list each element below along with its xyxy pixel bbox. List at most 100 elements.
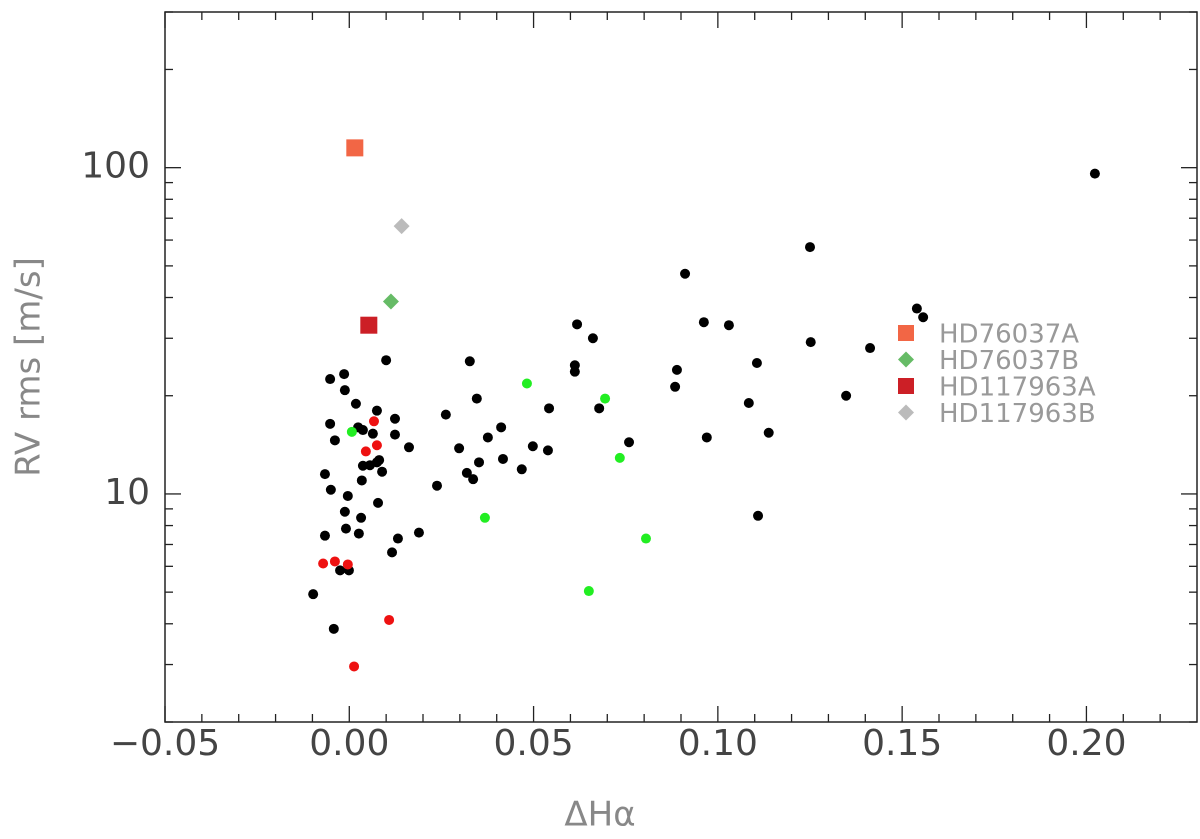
x-tick-label: −0.05 xyxy=(110,723,220,764)
point xyxy=(339,369,350,380)
point xyxy=(403,442,414,453)
point xyxy=(342,490,353,501)
legend-label: HD117963B xyxy=(939,399,1096,429)
point xyxy=(325,484,336,495)
point xyxy=(335,565,346,576)
point xyxy=(600,393,611,404)
point xyxy=(318,558,329,569)
point xyxy=(497,453,508,464)
point xyxy=(471,393,482,404)
point xyxy=(479,512,490,523)
legend-marker xyxy=(898,404,914,421)
point xyxy=(544,403,555,414)
point xyxy=(319,530,330,541)
point xyxy=(918,312,929,323)
legend-marker xyxy=(898,325,914,341)
y-tick-label: 100 xyxy=(81,146,150,187)
point xyxy=(381,355,392,366)
point xyxy=(325,418,336,429)
point xyxy=(349,661,360,672)
point xyxy=(389,413,400,424)
point xyxy=(542,445,553,456)
point xyxy=(1089,168,1100,179)
point xyxy=(371,405,382,416)
point xyxy=(340,523,351,534)
point xyxy=(339,506,350,517)
point xyxy=(569,360,580,371)
diamond-marker xyxy=(382,293,399,310)
legend-label: HD117963A xyxy=(939,373,1096,403)
point xyxy=(865,343,876,354)
point xyxy=(698,317,709,328)
point xyxy=(670,381,681,392)
y-axis-label: RV rms [m/s] xyxy=(9,257,49,477)
point xyxy=(350,398,361,409)
point xyxy=(753,510,764,521)
x-tick-label: 0.15 xyxy=(862,723,942,764)
point xyxy=(474,457,485,468)
point xyxy=(464,356,475,367)
point xyxy=(374,455,385,466)
point xyxy=(521,378,532,389)
point xyxy=(389,429,400,440)
point xyxy=(743,397,754,408)
point xyxy=(342,559,353,570)
point xyxy=(640,533,651,544)
point xyxy=(356,475,367,486)
point xyxy=(357,425,368,436)
point xyxy=(587,333,598,344)
point xyxy=(368,416,379,427)
point xyxy=(308,589,319,600)
point xyxy=(461,467,472,478)
diamond-marker xyxy=(393,218,410,235)
legend-label: HD76037B xyxy=(939,346,1079,376)
point xyxy=(468,474,479,485)
point xyxy=(572,319,583,330)
point xyxy=(325,374,336,385)
x-tick-label: 0.00 xyxy=(309,723,389,764)
y-tick-label: 10 xyxy=(104,472,150,513)
point xyxy=(392,533,403,544)
point xyxy=(384,614,395,625)
point xyxy=(367,428,378,439)
x-axis-label: ΔHα xyxy=(564,795,635,835)
point xyxy=(624,437,635,448)
point xyxy=(360,446,371,457)
point xyxy=(329,435,340,446)
point xyxy=(339,385,350,396)
point xyxy=(440,409,451,420)
square-marker xyxy=(346,139,364,157)
point xyxy=(373,497,384,508)
point xyxy=(527,441,538,452)
point xyxy=(432,480,443,491)
point xyxy=(763,427,774,438)
point xyxy=(346,426,357,437)
point xyxy=(805,337,816,348)
point xyxy=(496,422,507,433)
x-tick-label: 0.10 xyxy=(678,723,758,764)
point xyxy=(841,390,852,401)
point xyxy=(482,432,493,443)
legend-marker xyxy=(898,378,914,394)
point xyxy=(353,528,364,539)
point xyxy=(723,320,734,331)
point xyxy=(377,466,388,477)
point xyxy=(583,586,594,597)
legend-label: HD76037A xyxy=(939,320,1079,350)
point xyxy=(516,464,527,475)
x-tick-label: 0.05 xyxy=(493,723,573,764)
point xyxy=(413,527,424,538)
point xyxy=(387,547,398,558)
point xyxy=(329,556,340,567)
x-tick-label: 0.20 xyxy=(1046,723,1126,764)
point xyxy=(356,512,367,523)
point xyxy=(371,440,382,451)
point xyxy=(328,623,339,634)
point xyxy=(805,242,815,253)
legend-marker xyxy=(898,351,914,368)
point xyxy=(319,469,330,480)
point xyxy=(594,403,605,414)
square-marker xyxy=(360,316,378,334)
point xyxy=(751,357,762,368)
